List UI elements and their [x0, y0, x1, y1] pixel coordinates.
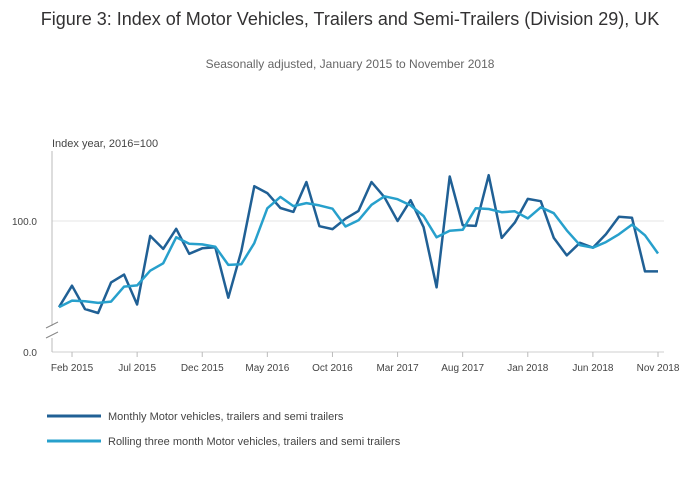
legend: Monthly Motor vehicles, trailers and sem…	[47, 411, 401, 448]
series-lines	[57, 173, 660, 315]
y-tick-labels: 0.0 100.0	[12, 217, 37, 359]
gridlines	[52, 220, 664, 353]
series-line-1	[57, 173, 658, 315]
chart-subtitle: Seasonally adjusted, January 2015 to Nov…	[205, 57, 495, 71]
x-tick-label: Jan 2018	[507, 363, 549, 374]
axis-break-mark-upper	[45, 321, 59, 329]
legend-label-2: Rolling three month Motor vehicles, trai…	[108, 436, 401, 448]
x-tick-label: Jun 2018	[572, 363, 614, 374]
x-tick-labels: Feb 2015 Jul 2015 Dec 2015 May 2016 Oct 2016…	[51, 352, 680, 374]
x-tick-label: Nov 2018	[637, 363, 680, 374]
x-tick-label: Jul 2015	[118, 363, 156, 374]
series-line-2	[58, 195, 660, 309]
x-tick-label: Oct 2016	[312, 363, 353, 374]
x-tick-label: Feb 2015	[51, 363, 94, 374]
x-tick-label: May 2016	[245, 363, 289, 374]
y-axis-label: Index year, 2016=100	[52, 138, 158, 150]
x-tick-label: Mar 2017	[376, 363, 419, 374]
chart-title: Figure 3: Index of Motor Vehicles, Trail…	[40, 9, 660, 29]
x-tick-label: Aug 2017	[441, 363, 484, 374]
y-tick-label: 0.0	[23, 348, 37, 359]
y-tick-label: 100.0	[12, 217, 37, 228]
axis-break-mark-lower	[45, 331, 59, 339]
axes	[45, 151, 59, 352]
x-tick-label: Dec 2015	[181, 363, 224, 374]
legend-label-1: Monthly Motor vehicles, trailers and sem…	[108, 411, 344, 423]
